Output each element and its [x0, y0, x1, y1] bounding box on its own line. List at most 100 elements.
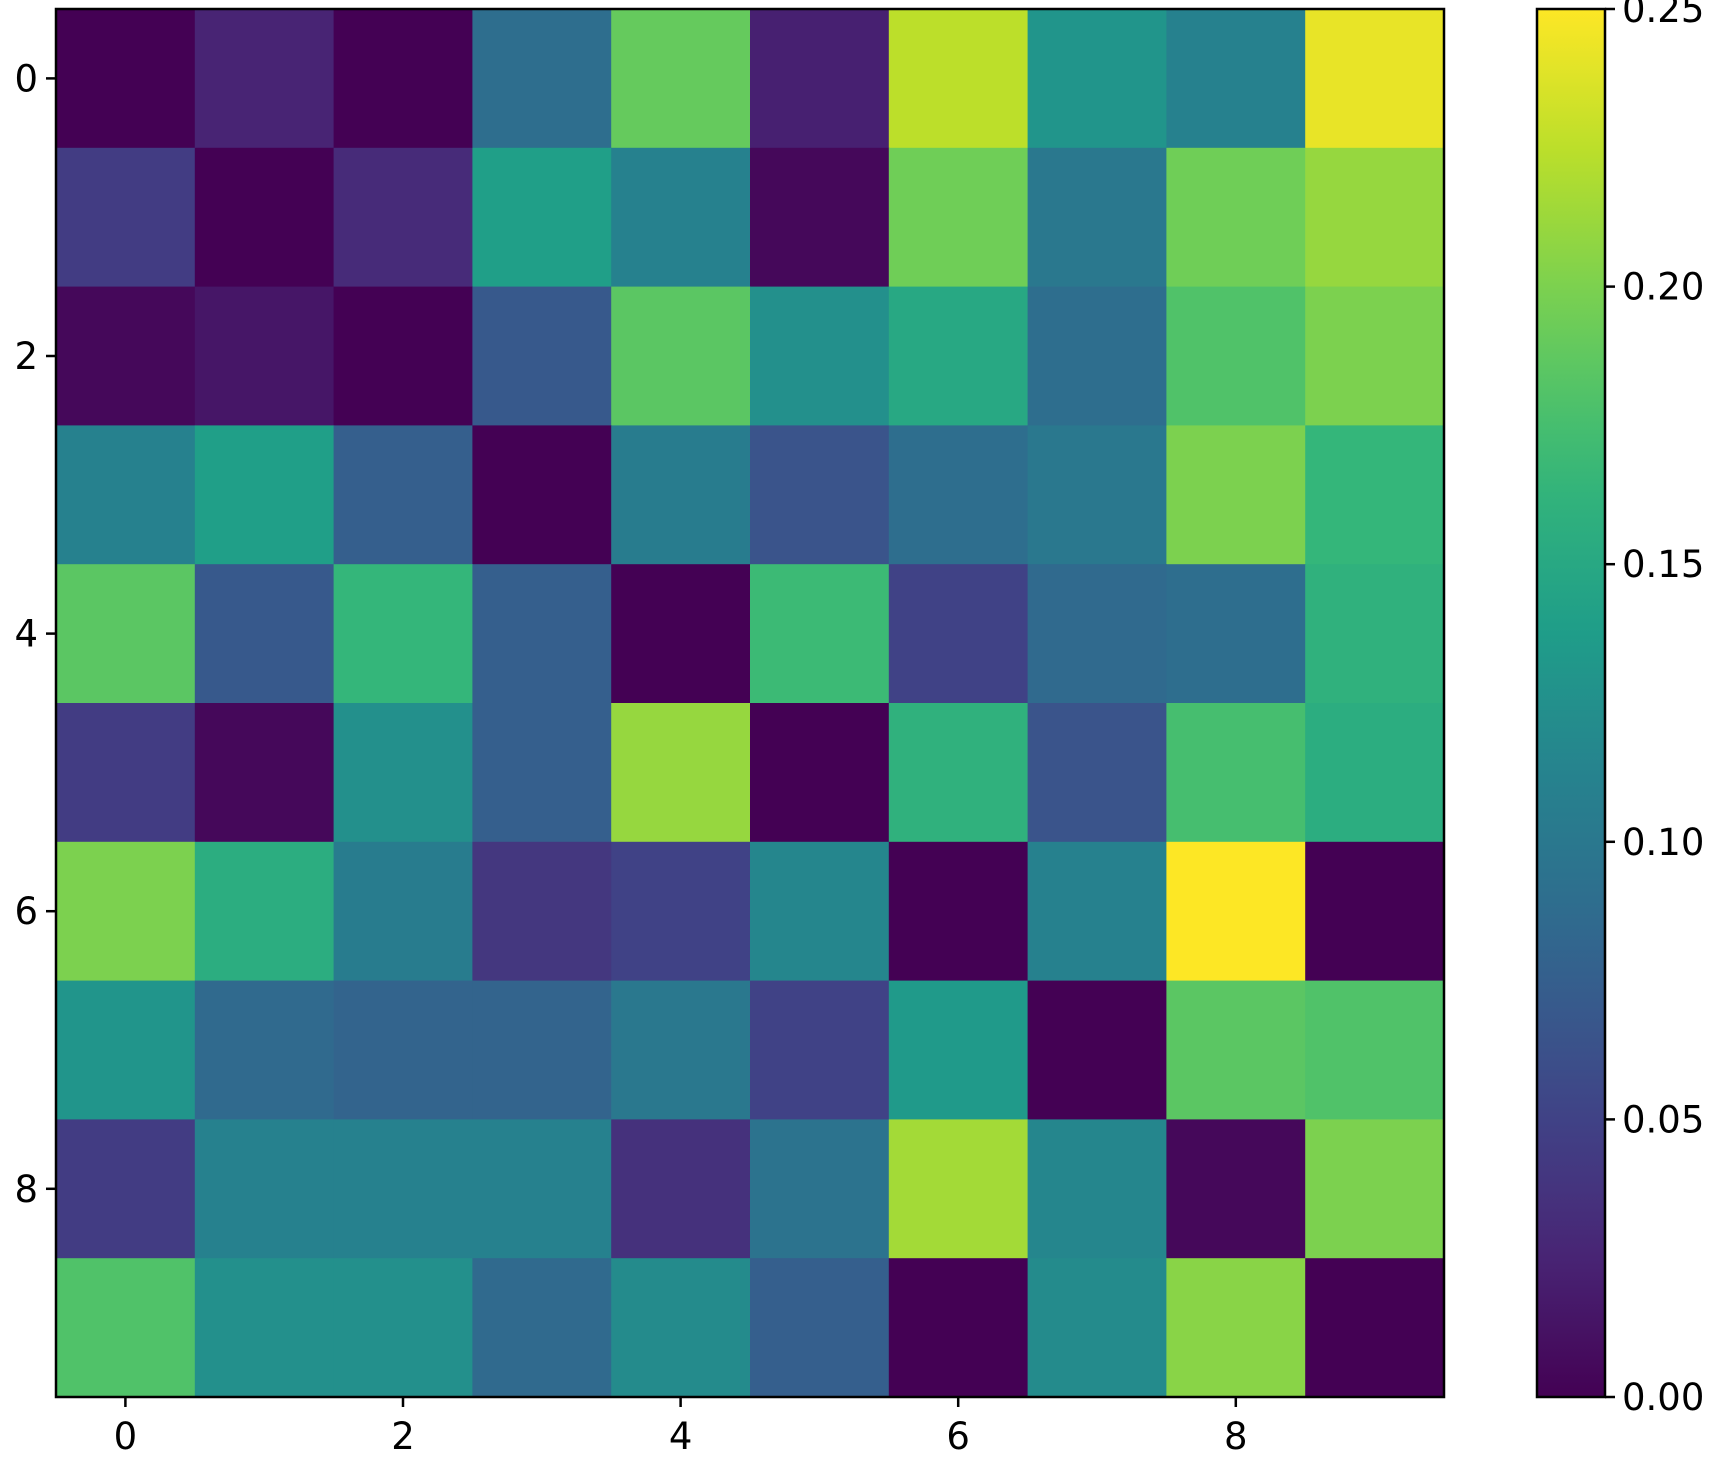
heatmap-cell [888, 1258, 1029, 1398]
heatmap-cell [611, 841, 751, 982]
heatmap-cell [1166, 980, 1306, 1120]
heatmap-cell [1027, 286, 1167, 426]
heatmap-cell [1027, 564, 1167, 704]
heatmap-cell [56, 841, 196, 982]
heatmap-cell [194, 564, 335, 704]
heatmap-cell [472, 1258, 612, 1398]
x-axis: 0 2 4 6 8 [114, 1397, 1248, 1458]
heatmap-cell [611, 425, 751, 565]
heatmap-cell [194, 147, 335, 288]
heatmap-cell [1027, 1258, 1167, 1398]
heatmap-cell [1027, 841, 1167, 982]
y-axis: 0 2 4 6 8 [14, 57, 56, 1211]
heatmap-cell [611, 703, 751, 843]
heatmap-cell [1027, 9, 1167, 149]
x-tick-label: 2 [391, 1415, 415, 1458]
heatmap-cell [194, 9, 335, 149]
heatmap-cell [472, 425, 612, 565]
heatmap-cell [750, 286, 890, 426]
heatmap-cell [1305, 1258, 1445, 1398]
heatmap-cell [1305, 9, 1445, 149]
y-tick-label: 6 [14, 890, 38, 933]
heatmap-cell [888, 147, 1029, 288]
heatmap-cell [888, 980, 1029, 1120]
heatmap-cell [888, 564, 1029, 704]
heatmap-cell [1305, 286, 1445, 426]
heatmap-cell [1166, 841, 1306, 982]
colorbar-tick-label: 0.20 [1622, 266, 1704, 309]
heatmap-cell [1305, 1119, 1445, 1259]
heatmap-cell [1166, 1119, 1306, 1259]
heatmap-cell [750, 1119, 890, 1259]
heatmap-cells [56, 9, 1445, 1398]
heatmap-cell [333, 286, 473, 426]
heatmap-cell [194, 1119, 335, 1259]
heatmap-cell [333, 980, 473, 1120]
heatmap-cell [56, 980, 196, 1120]
y-tick-label: 8 [14, 1168, 38, 1211]
heatmap-cell [888, 703, 1029, 843]
y-tick-label: 4 [14, 613, 38, 656]
colorbar-frame [1535, 7, 1607, 1399]
y-tick-label: 0 [14, 57, 38, 100]
heatmap-cell [888, 425, 1029, 565]
colorbar-tick-label: 0.25 [1622, 0, 1704, 31]
heatmap-cell [333, 841, 473, 982]
heatmap-cell [750, 147, 890, 288]
heatmap-cell [888, 841, 1029, 982]
heatmap-cell [1305, 980, 1445, 1120]
heatmap-cell [472, 980, 612, 1120]
heatmap-cell [56, 1258, 196, 1398]
heatmap-cell [750, 841, 890, 982]
heatmap-cell [750, 703, 890, 843]
x-tick-label: 4 [669, 1415, 693, 1458]
heatmap-cell [1166, 147, 1306, 288]
heatmap-cell [56, 425, 196, 565]
x-tick-label: 8 [1224, 1415, 1248, 1458]
colorbar-axis: 0.00 0.05 0.10 0.15 0.20 0.25 [1605, 0, 1704, 1419]
heatmap-cell [611, 147, 751, 288]
heatmap-cell [1166, 425, 1306, 565]
heatmap-cell [1305, 425, 1445, 565]
heatmap-cell [1305, 703, 1445, 843]
plot-frame [54, 7, 1446, 1399]
colorbar-tick-label: 0.15 [1622, 543, 1704, 586]
heatmap-cell [1027, 1119, 1167, 1259]
heatmap-cell [1166, 1258, 1306, 1398]
heatmap-cell [194, 703, 335, 843]
heatmap-cell [56, 147, 196, 288]
heatmap-cell [888, 9, 1029, 149]
heatmap-cell [333, 1119, 473, 1259]
heatmap-cell [611, 1119, 751, 1259]
heatmap-cell [333, 425, 473, 565]
heatmap-cell [56, 703, 196, 843]
heatmap-cell [56, 564, 196, 704]
heatmap-cell [333, 1258, 473, 1398]
heatmap-cell [333, 564, 473, 704]
heatmap-cell [611, 564, 751, 704]
heatmap-cell [1166, 703, 1306, 843]
heatmap-cell [1166, 286, 1306, 426]
heatmap-cell [611, 1258, 751, 1398]
heatmap-cell [1027, 425, 1167, 565]
heatmap-cell [56, 9, 196, 149]
heatmap-cell [194, 1258, 335, 1398]
heatmap-cell [611, 9, 751, 149]
heatmap-cell [472, 841, 612, 982]
heatmap-cell [611, 980, 751, 1120]
heatmap-cell [472, 703, 612, 843]
heatmap-cell [1166, 564, 1306, 704]
heatmap-cell [1027, 703, 1167, 843]
heatmap-cell [1027, 980, 1167, 1120]
heatmap-cell [472, 286, 612, 426]
heatmap-cell [750, 1258, 890, 1398]
heatmap-cell [333, 703, 473, 843]
heatmap-cell [750, 425, 890, 565]
heatmap-cell [194, 286, 335, 426]
heatmap-cell [611, 286, 751, 426]
heatmap-cell [888, 1119, 1029, 1259]
heatmap-cell [1027, 147, 1167, 288]
heatmap-cell [1305, 564, 1445, 704]
